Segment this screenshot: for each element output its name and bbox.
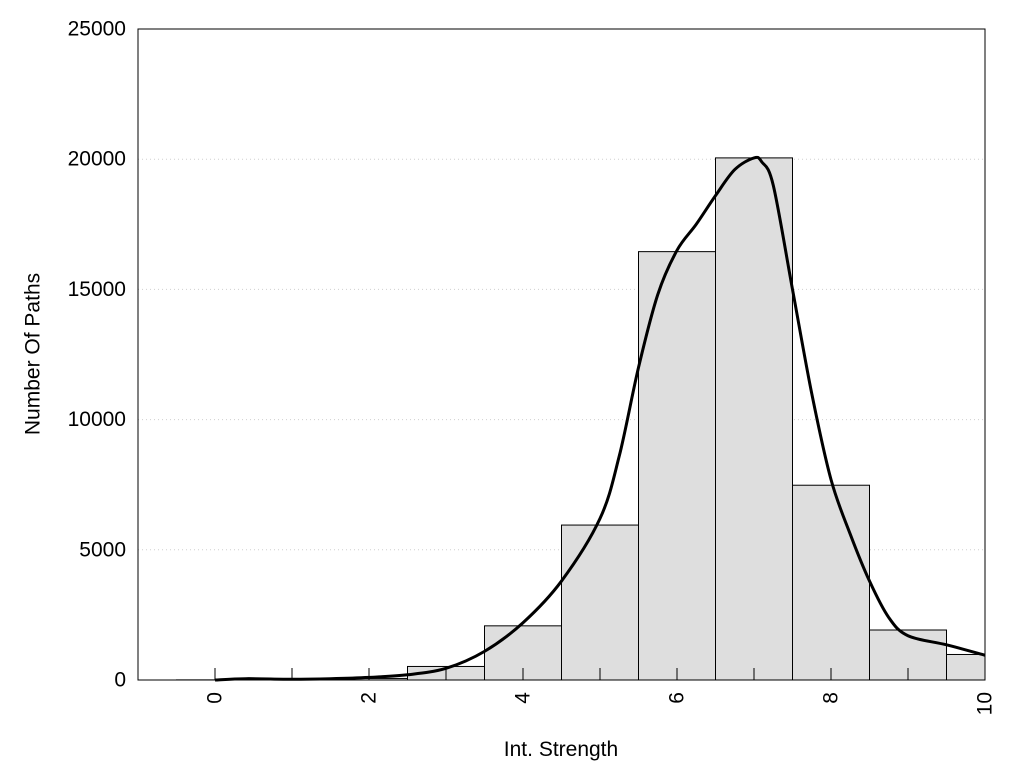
x-axis-title: Int. Strength xyxy=(504,738,618,761)
histogram-bar xyxy=(638,251,716,681)
x-tick-label: 2 xyxy=(358,692,381,704)
x-tick-label: 8 xyxy=(820,692,843,704)
histogram-bar xyxy=(792,484,870,681)
histogram-bars xyxy=(176,157,986,681)
y-axis-title: Number Of Paths xyxy=(22,273,45,435)
x-tick-label: 0 xyxy=(204,692,227,704)
x-tick-label: 6 xyxy=(666,692,689,704)
y-tick-label: 20000 xyxy=(68,148,126,171)
y-tick-label: 25000 xyxy=(68,18,126,41)
y-axis-ticks: 0 5000 10000 15000 20000 25000 xyxy=(68,18,126,692)
y-tick-label: 0 xyxy=(114,669,126,692)
density-curve-group xyxy=(214,155,986,682)
y-tick-label: 5000 xyxy=(79,538,126,561)
x-tick-label: 10 xyxy=(974,692,997,715)
histogram-bar xyxy=(561,524,639,681)
histogram-bar xyxy=(715,157,793,681)
y-tick-label: 10000 xyxy=(68,408,126,431)
density-curve xyxy=(214,155,986,682)
x-tick-label: 4 xyxy=(512,692,535,704)
histogram-bar xyxy=(946,653,986,681)
x-axis-ticks: 0 2 4 6 8 10 xyxy=(204,668,997,715)
plot-frame xyxy=(137,28,986,681)
y-tick-label: 15000 xyxy=(68,278,126,301)
